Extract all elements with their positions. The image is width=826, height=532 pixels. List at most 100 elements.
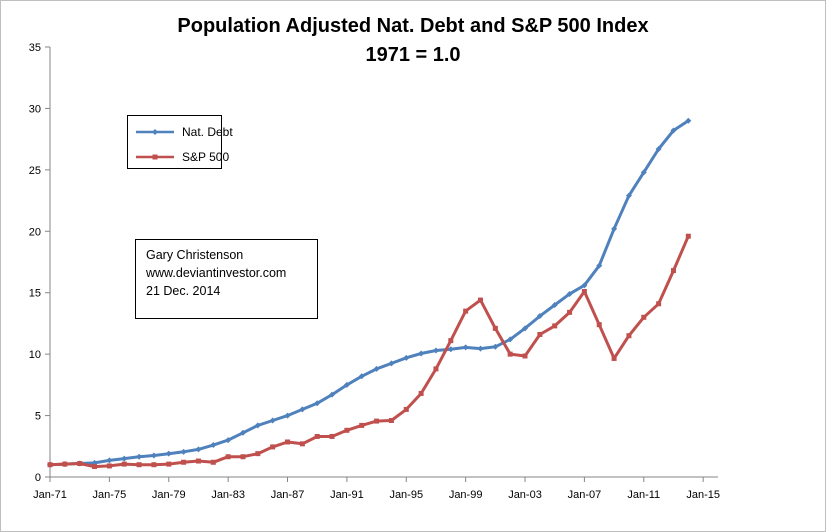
- x-tick-label: Jan-71: [33, 489, 67, 501]
- note-date: 21 Dec. 2014: [146, 284, 221, 298]
- x-tick-label: Jan-11: [627, 489, 660, 501]
- data-point-nat-debt: [195, 446, 202, 453]
- x-tick-label: Jan-87: [271, 489, 305, 501]
- data-point-sp500: [581, 288, 587, 294]
- data-point-nat-debt: [343, 381, 350, 388]
- author-note: Gary Christenson www.deviantinvestor.com…: [135, 239, 318, 319]
- y-tick-label: 0: [35, 472, 41, 484]
- legend-label-nat-debt: Nat. Debt: [182, 125, 233, 139]
- data-point-sp500: [344, 427, 350, 433]
- data-point-sp500: [641, 314, 647, 320]
- data-point-nat-debt: [121, 455, 128, 462]
- data-point-nat-debt: [418, 350, 425, 357]
- data-point-sp500: [492, 325, 498, 331]
- data-point-nat-debt: [180, 448, 187, 455]
- data-point-sp500: [62, 461, 68, 467]
- y-tick-label: 5: [35, 411, 41, 423]
- data-point-sp500: [92, 464, 98, 470]
- data-point-nat-debt: [254, 422, 261, 429]
- data-point-nat-debt: [314, 400, 321, 407]
- legend-item-sp500: S&P 500: [134, 149, 229, 165]
- legend-swatch-nat-debt: [136, 129, 174, 135]
- data-point-sp500: [626, 333, 632, 339]
- data-point-sp500: [210, 459, 216, 465]
- data-point-nat-debt: [447, 346, 454, 353]
- data-point-nat-debt: [225, 437, 232, 444]
- data-point-nat-debt: [640, 169, 647, 176]
- data-point-nat-debt: [611, 225, 618, 232]
- data-point-nat-debt: [536, 313, 543, 320]
- legend: Nat. Debt S&P 500: [127, 115, 233, 169]
- data-point-sp500: [136, 462, 142, 468]
- x-tick-label: Jan-07: [568, 489, 602, 501]
- x-tick-label: Jan-03: [508, 489, 542, 501]
- data-point-nat-debt: [299, 406, 306, 413]
- y-tick-label: 25: [29, 165, 41, 177]
- legend-swatch-sp500: [136, 154, 174, 160]
- legend-label-sp500: S&P 500: [182, 150, 230, 164]
- y-tick-label: 35: [29, 42, 41, 54]
- data-point-nat-debt: [432, 347, 439, 354]
- data-point-nat-debt: [685, 117, 692, 124]
- data-point-nat-debt: [655, 145, 662, 152]
- x-tick-label: Jan-75: [93, 489, 127, 501]
- data-point-sp500: [285, 439, 291, 445]
- data-point-nat-debt: [670, 127, 677, 134]
- data-point-nat-debt: [581, 282, 588, 289]
- data-point-sp500: [611, 355, 617, 361]
- y-tick-label: 20: [29, 226, 41, 238]
- data-point-nat-debt: [522, 325, 529, 332]
- x-tick-label: Jan-79: [152, 489, 186, 501]
- data-point-sp500: [255, 451, 261, 457]
- chart-subtitle: 1971 = 1.0: [365, 44, 461, 66]
- data-point-nat-debt: [625, 192, 632, 199]
- data-point-nat-debt: [269, 417, 276, 424]
- y-tick-label: 15: [29, 288, 41, 300]
- data-point-nat-debt: [373, 365, 380, 372]
- data-point-sp500: [448, 338, 454, 344]
- x-tick-label: Jan-91: [330, 489, 364, 501]
- data-point-nat-debt: [358, 373, 365, 380]
- data-point-sp500: [537, 331, 543, 337]
- data-point-sp500: [47, 462, 53, 468]
- data-point-sp500: [240, 454, 246, 460]
- data-point-sp500: [374, 418, 380, 424]
- legend-item-nat-debt: Nat. Debt: [134, 124, 233, 140]
- note-author: Gary Christenson: [146, 248, 244, 262]
- data-point-sp500: [329, 433, 335, 439]
- data-point-sp500: [477, 297, 483, 303]
- x-tick-label: Jan-95: [389, 489, 423, 501]
- data-point-sp500: [656, 301, 662, 307]
- x-tick-label: Jan-83: [211, 489, 245, 501]
- data-point-sp500: [299, 441, 305, 447]
- data-point-nat-debt: [150, 452, 157, 459]
- data-point-nat-debt: [462, 344, 469, 351]
- data-point-sp500: [77, 460, 83, 466]
- data-point-nat-debt: [284, 412, 291, 419]
- data-point-sp500: [121, 461, 127, 467]
- data-point-sp500: [433, 366, 439, 372]
- note-website: www.deviantinvestor.com: [146, 266, 287, 280]
- data-point-nat-debt: [210, 442, 217, 449]
- data-point-sp500: [552, 323, 558, 329]
- data-point-sp500: [270, 444, 276, 450]
- data-point-nat-debt: [403, 354, 410, 361]
- data-point-sp500: [106, 463, 112, 469]
- data-point-sp500: [195, 458, 201, 464]
- data-point-nat-debt: [329, 391, 336, 398]
- data-point-sp500: [596, 322, 602, 328]
- chart-title-block: Population Adjusted Nat. Debt and S&P 50…: [0, 12, 826, 70]
- data-point-sp500: [166, 461, 172, 467]
- data-point-nat-debt: [165, 450, 172, 457]
- data-point-sp500: [670, 268, 676, 274]
- data-point-nat-debt: [551, 302, 558, 308]
- data-point-sp500: [403, 406, 409, 412]
- data-point-nat-debt: [239, 429, 246, 436]
- data-point-nat-debt: [492, 343, 499, 350]
- data-point-nat-debt: [136, 453, 143, 460]
- data-point-sp500: [418, 390, 424, 396]
- data-point-sp500: [507, 351, 513, 357]
- data-point-nat-debt: [106, 457, 113, 464]
- data-point-nat-debt: [566, 290, 573, 297]
